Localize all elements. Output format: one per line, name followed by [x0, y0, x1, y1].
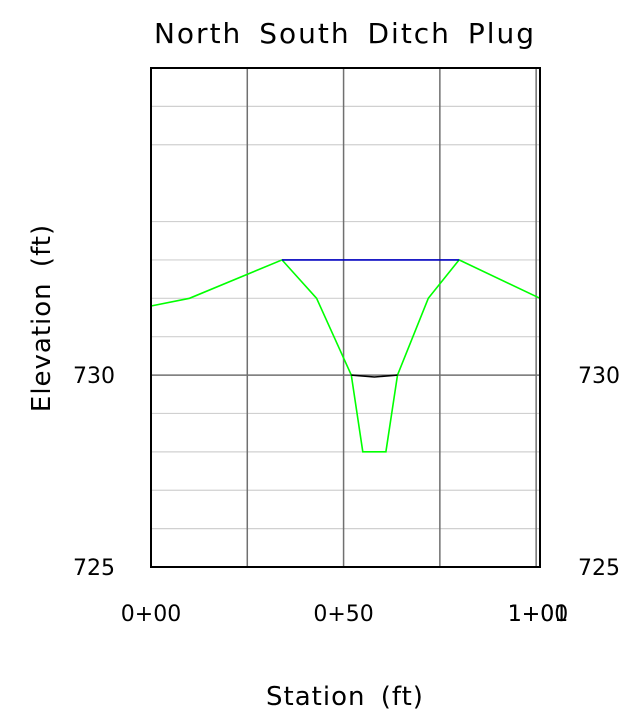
minor-gridlines	[151, 105, 540, 530]
y-axis-label: Elevation (ft)	[27, 224, 57, 412]
plot-frame	[150, 67, 541, 568]
chart-title: North South Ditch Plug	[154, 17, 536, 50]
x-axis-label: Station (ft)	[266, 682, 424, 712]
major-gridlines	[151, 68, 540, 567]
y-tick-label-left: 730	[73, 364, 115, 389]
y-tick-label-right: 730	[578, 364, 620, 389]
tick-labels: 725 725 730 730 0+00 0+50 1+001+01	[73, 364, 620, 627]
series-layer	[150, 258, 541, 453]
series-line-0	[150, 258, 541, 453]
y-tick-label-left: 725	[73, 556, 115, 581]
y-tick-label-right: 725	[578, 556, 620, 581]
x-tick-label-0: 0+00	[121, 602, 181, 627]
x-tick-label-3: 1+01	[508, 602, 568, 627]
x-tick-label-1: 0+50	[313, 602, 373, 627]
series-line-1	[351, 374, 398, 378]
x-tick-label-2: 1+00	[508, 602, 568, 627]
